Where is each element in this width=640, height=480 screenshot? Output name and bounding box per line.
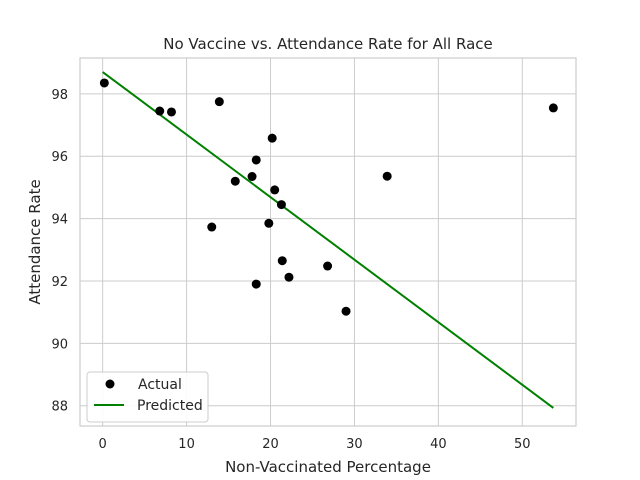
data-point (323, 261, 333, 271)
plot-area: 0 10 20 30 40 50 88 90 92 94 96 98 (51, 57, 577, 452)
x-tick-label: 50 (514, 437, 531, 452)
legend: Actual Predicted (86, 371, 209, 423)
data-point (267, 133, 277, 143)
x-axis-label: Non-Vaccinated Percentage (225, 458, 431, 476)
y-tick-label: 96 (51, 150, 68, 165)
legend-actual-marker (105, 379, 115, 389)
y-tick-label: 88 (51, 400, 68, 415)
predicted-line (102, 71, 554, 409)
data-point (214, 97, 224, 107)
data-point (341, 306, 351, 316)
data-point (270, 185, 280, 195)
data-point (251, 155, 261, 165)
data-point (230, 176, 240, 186)
y-tick-label: 98 (51, 88, 68, 103)
data-point (251, 279, 261, 289)
x-tick-label: 20 (262, 437, 279, 452)
data-point (548, 103, 558, 113)
data-point (155, 106, 165, 116)
legend-actual-label: Actual (138, 377, 182, 393)
data-point (382, 171, 392, 181)
x-tick-label: 10 (178, 437, 195, 452)
x-tick-label: 40 (430, 437, 447, 452)
data-point (99, 78, 109, 88)
x-tick-label: 0 (99, 437, 107, 452)
chart-title: No Vaccine vs. Attendance Rate for All R… (163, 35, 493, 53)
data-point (276, 200, 286, 210)
legend-box (86, 371, 209, 423)
data-point (264, 218, 274, 228)
y-tick-label: 92 (51, 275, 68, 290)
y-tick-label: 94 (51, 213, 68, 228)
data-point (284, 272, 294, 282)
plot-background (80, 58, 576, 426)
y-axis-label: Attendance Rate (26, 179, 44, 304)
data-point (166, 107, 176, 117)
legend-predicted-label: Predicted (137, 398, 203, 414)
y-tick-label: 90 (51, 337, 68, 352)
data-point (247, 172, 257, 182)
plot-frame (79, 57, 577, 427)
data-point (277, 256, 287, 266)
x-tick-label: 30 (346, 437, 363, 452)
data-point (207, 222, 217, 232)
